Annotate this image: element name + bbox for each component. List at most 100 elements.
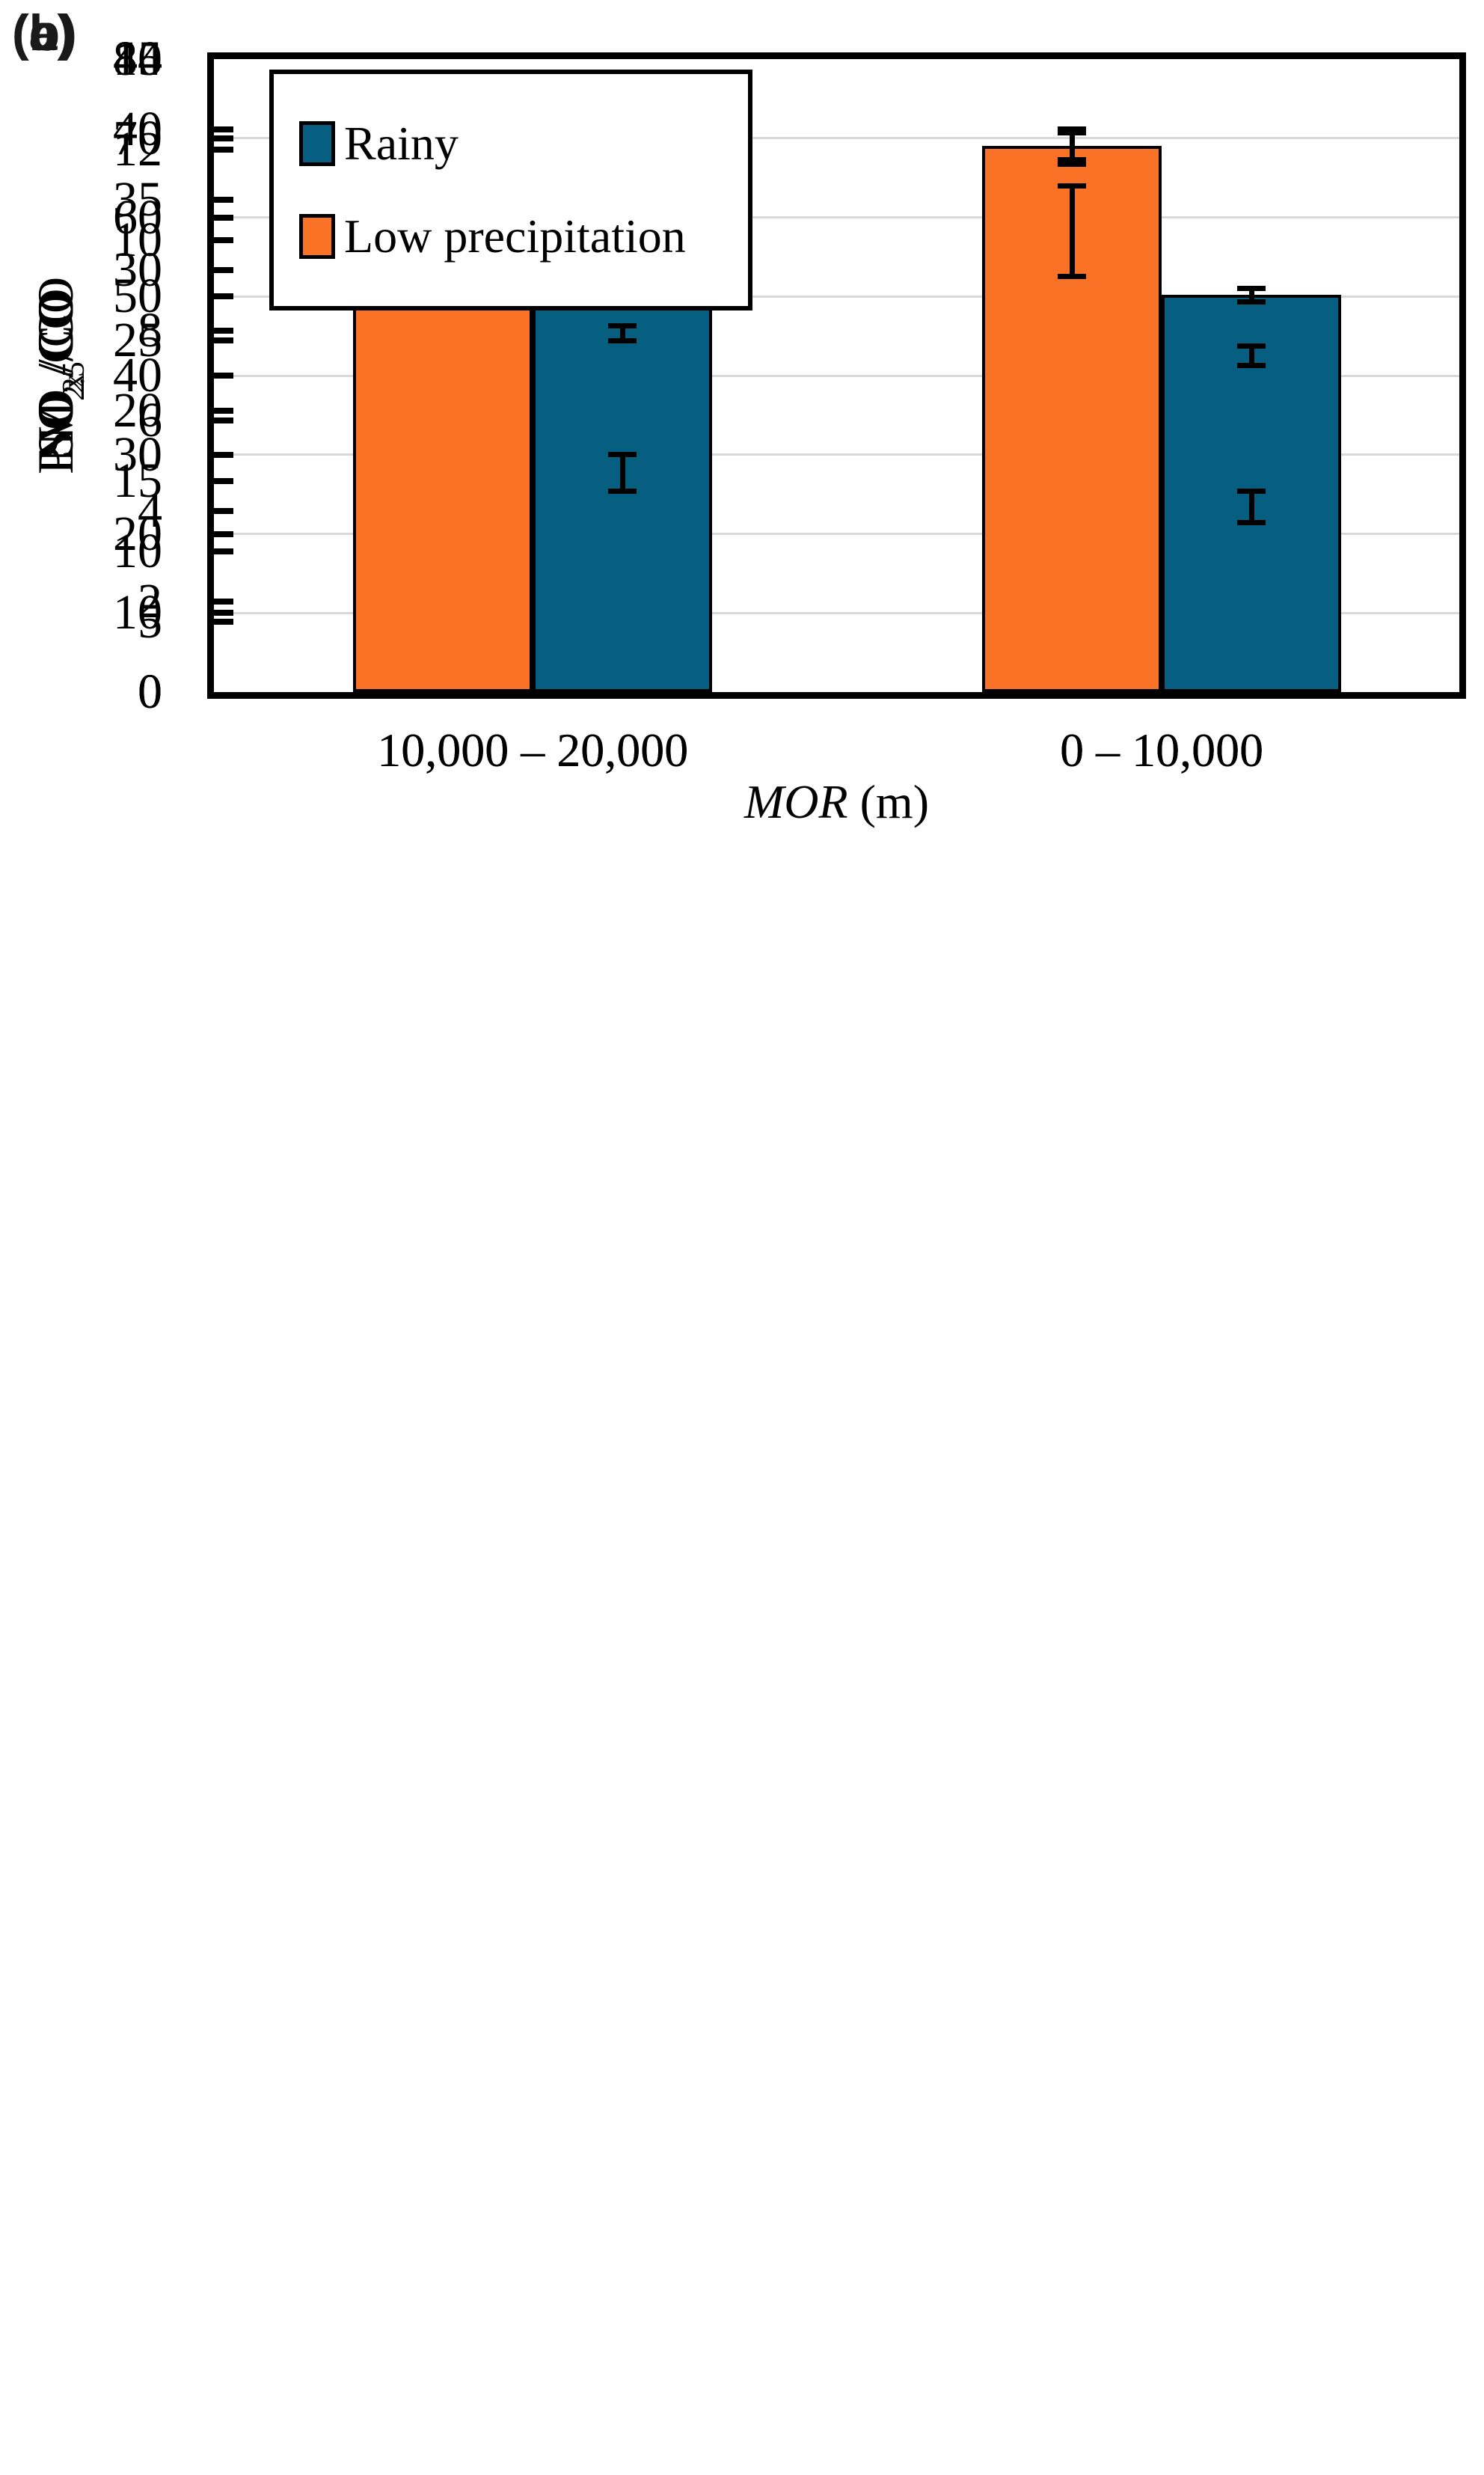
y-tick-mark: [214, 126, 233, 132]
panel-label-b: (b): [12, 4, 77, 61]
error-bar-cap: [1237, 285, 1266, 291]
y-tick-mark: [214, 478, 233, 484]
error-bar: [1248, 288, 1254, 302]
y-tick-label: 50: [113, 269, 162, 324]
y-tick-label: 6: [138, 393, 162, 448]
y-tick-mark: [214, 135, 233, 141]
y-tick-mark: [214, 373, 233, 379]
x-tick-labels-c: 10,000 – 20,000 0 – 10,000: [207, 717, 1466, 784]
error-bar-cap: [1058, 183, 1087, 189]
error-bar: [1069, 132, 1075, 160]
x-axis-title-italic: MOR: [743, 775, 848, 828]
legend-swatch-rainy: [299, 120, 335, 166]
y-tick-label: 45: [113, 31, 162, 86]
panel-label-a: (a): [12, 4, 75, 61]
error-bar-cap: [1237, 519, 1266, 525]
y-tick-mark: [214, 610, 233, 617]
error-bar-cap: [608, 322, 637, 328]
y-tick-mark: [214, 599, 233, 605]
y-tick-label: 20: [113, 506, 162, 561]
y-tick-mark: [214, 548, 233, 554]
error-bar: [1248, 346, 1254, 366]
error-bar: [1248, 491, 1254, 523]
error-bar-cap: [1058, 129, 1087, 135]
y-tick-mark: [214, 327, 233, 334]
legend-item-low-precipitation: Low precipitation: [299, 212, 748, 260]
y-tick-mark: [214, 417, 233, 424]
y-tick-label: 20: [113, 383, 162, 438]
y-tick-label: 0: [138, 664, 162, 719]
y-tick-mark: [214, 146, 233, 153]
error-bar-cap: [608, 338, 637, 344]
y-tick-label: 0: [138, 664, 162, 719]
y-tick-mark: [214, 619, 233, 625]
y-tick-label: 40: [113, 348, 162, 403]
y-tick-label: 10: [113, 585, 162, 640]
y-tick-label: 5: [138, 594, 162, 649]
y-tick-label: 2: [138, 574, 162, 629]
legend-label-rainy: Rainy: [344, 116, 459, 170]
error-bar-cap: [1058, 156, 1087, 162]
y-tick-label: 10: [113, 212, 162, 267]
x-category-label: 10,000 – 20,000: [377, 723, 689, 777]
y-tick-label: 30: [113, 426, 162, 482]
y-tick-mark: [214, 451, 233, 458]
x-axis-title-rest: (m): [847, 775, 930, 828]
y-tick-mark: [214, 408, 233, 414]
y-tick-label: 14: [113, 31, 162, 86]
error-bar-cap: [1237, 343, 1266, 349]
y-tick-mark: [214, 236, 233, 243]
error-bar-cap: [1058, 273, 1087, 279]
y-tick-label: 4: [138, 483, 162, 539]
y-tick-label: 12: [113, 121, 162, 177]
error-bar: [619, 325, 625, 341]
error-bar-cap: [1237, 299, 1266, 305]
y-tick-label: 25: [113, 313, 162, 367]
legend: Rainy Low precipitation: [269, 70, 752, 310]
error-bar-cap: [1058, 161, 1087, 167]
y-tick-mark: [214, 508, 233, 515]
gridline: [214, 453, 1459, 456]
panel-label-c: (c): [12, 4, 75, 61]
gridline: [214, 611, 1459, 614]
y-tick-label: 0: [138, 664, 162, 719]
gridline: [214, 295, 1459, 298]
gridline: [214, 374, 1459, 377]
legend-swatch-low-precipitation: [299, 214, 335, 260]
error-bar-cap: [608, 452, 637, 458]
x-category-label: 0 – 10,000: [1060, 723, 1264, 777]
y-tick-mark: [214, 267, 233, 273]
y-tick-labels-b: 0 2 4 6 8 10 12 14: [0, 31, 185, 719]
y-tick-label: 80: [113, 31, 162, 86]
x-category-label: 0 – 10,000: [1060, 723, 1264, 777]
x-category-label: 10,000 – 20,000: [377, 723, 689, 777]
y-tick-mark: [214, 293, 233, 300]
y-tick-mark: [214, 337, 233, 343]
y-tick-labels-c: 0 10 20 30 40 50 60 70 80: [0, 31, 185, 719]
y-tick-mark: [214, 214, 233, 221]
y-tick-mark: [214, 197, 233, 203]
gridline: [214, 533, 1459, 535]
y-tick-labels-a: 0 5 10 15 20 25 30 35 40 45: [0, 31, 185, 719]
x-tick-labels-a: 10,000 – 20,000 0 – 10,000: [207, 717, 1466, 784]
legend-label-low-precipitation: Low precipitation: [344, 209, 686, 263]
y-tick-label: 10: [113, 524, 162, 578]
legend-item-rainy: Rainy: [299, 116, 748, 170]
error-bar-cap: [1237, 363, 1266, 369]
y-tick-label: 15: [113, 453, 162, 508]
error-bar-cap: [608, 488, 637, 494]
x-category-label: 10,000 – 20,000: [377, 723, 689, 777]
x-tick-labels-b: 10,000 – 20,000 0 – 10,000: [207, 717, 1466, 784]
y-tick-label: 35: [113, 172, 162, 227]
error-bar-cap: [1237, 488, 1266, 494]
y-tick-mark: [214, 530, 233, 537]
y-tick-label: 60: [113, 189, 162, 245]
gridline: [214, 216, 1459, 218]
y-tick-label: 30: [113, 242, 162, 297]
y-tick-label: 40: [113, 102, 162, 156]
y-tick-label: 8: [138, 302, 162, 358]
gridline: [214, 137, 1459, 140]
error-bar-cap: [1058, 126, 1087, 132]
error-bar: [619, 454, 625, 492]
